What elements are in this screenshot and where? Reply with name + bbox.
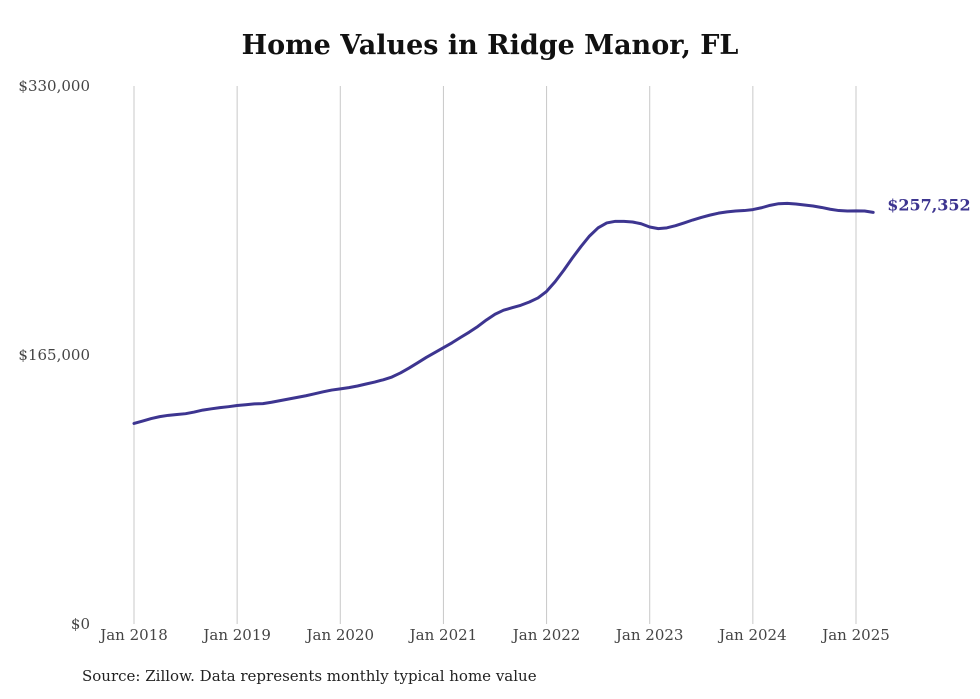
source-note: Source: Zillow. Data represents monthly … [82, 667, 537, 685]
x-tick-label: Jan 2020 [305, 626, 375, 644]
y-tick-label: $330,000 [18, 77, 90, 95]
x-tick-label: Jan 2024 [717, 626, 787, 644]
series-line [132, 201, 875, 425]
y-tick-label: $165,000 [18, 346, 90, 364]
y-tick-label: $0 [71, 615, 90, 633]
x-tick-label: Jan 2021 [408, 626, 478, 644]
x-tick-label: Jan 2018 [98, 626, 168, 644]
x-tick-label: Jan 2025 [820, 626, 890, 644]
last-value-label: $257,352 [887, 195, 971, 214]
x-tick-label: Jan 2019 [201, 626, 271, 644]
chart-title: Home Values in Ridge Manor, FL [241, 30, 739, 61]
x-tick-label: Jan 2022 [511, 626, 581, 644]
x-tick-label: Jan 2023 [614, 626, 684, 644]
